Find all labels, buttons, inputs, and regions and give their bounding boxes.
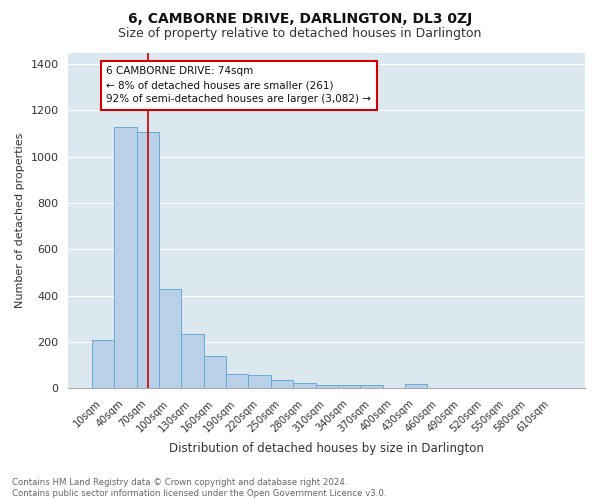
Bar xyxy=(338,384,360,388)
Bar xyxy=(271,380,293,388)
Text: Contains HM Land Registry data © Crown copyright and database right 2024.
Contai: Contains HM Land Registry data © Crown c… xyxy=(12,478,386,498)
Bar xyxy=(159,289,181,388)
Text: 6, CAMBORNE DRIVE, DARLINGTON, DL3 0ZJ: 6, CAMBORNE DRIVE, DARLINGTON, DL3 0ZJ xyxy=(128,12,472,26)
Bar xyxy=(137,132,159,388)
Bar xyxy=(204,356,226,388)
Bar xyxy=(114,126,137,388)
Y-axis label: Number of detached properties: Number of detached properties xyxy=(15,133,25,308)
Bar xyxy=(293,382,316,388)
Bar xyxy=(360,385,383,388)
Bar xyxy=(181,334,204,388)
Text: 6 CAMBORNE DRIVE: 74sqm
← 8% of detached houses are smaller (261)
92% of semi-de: 6 CAMBORNE DRIVE: 74sqm ← 8% of detached… xyxy=(106,66,371,104)
X-axis label: Distribution of detached houses by size in Darlington: Distribution of detached houses by size … xyxy=(169,442,484,455)
Bar xyxy=(316,385,338,388)
Bar xyxy=(226,374,248,388)
Text: Size of property relative to detached houses in Darlington: Size of property relative to detached ho… xyxy=(118,28,482,40)
Bar xyxy=(405,384,427,388)
Bar xyxy=(92,340,114,388)
Bar xyxy=(248,375,271,388)
